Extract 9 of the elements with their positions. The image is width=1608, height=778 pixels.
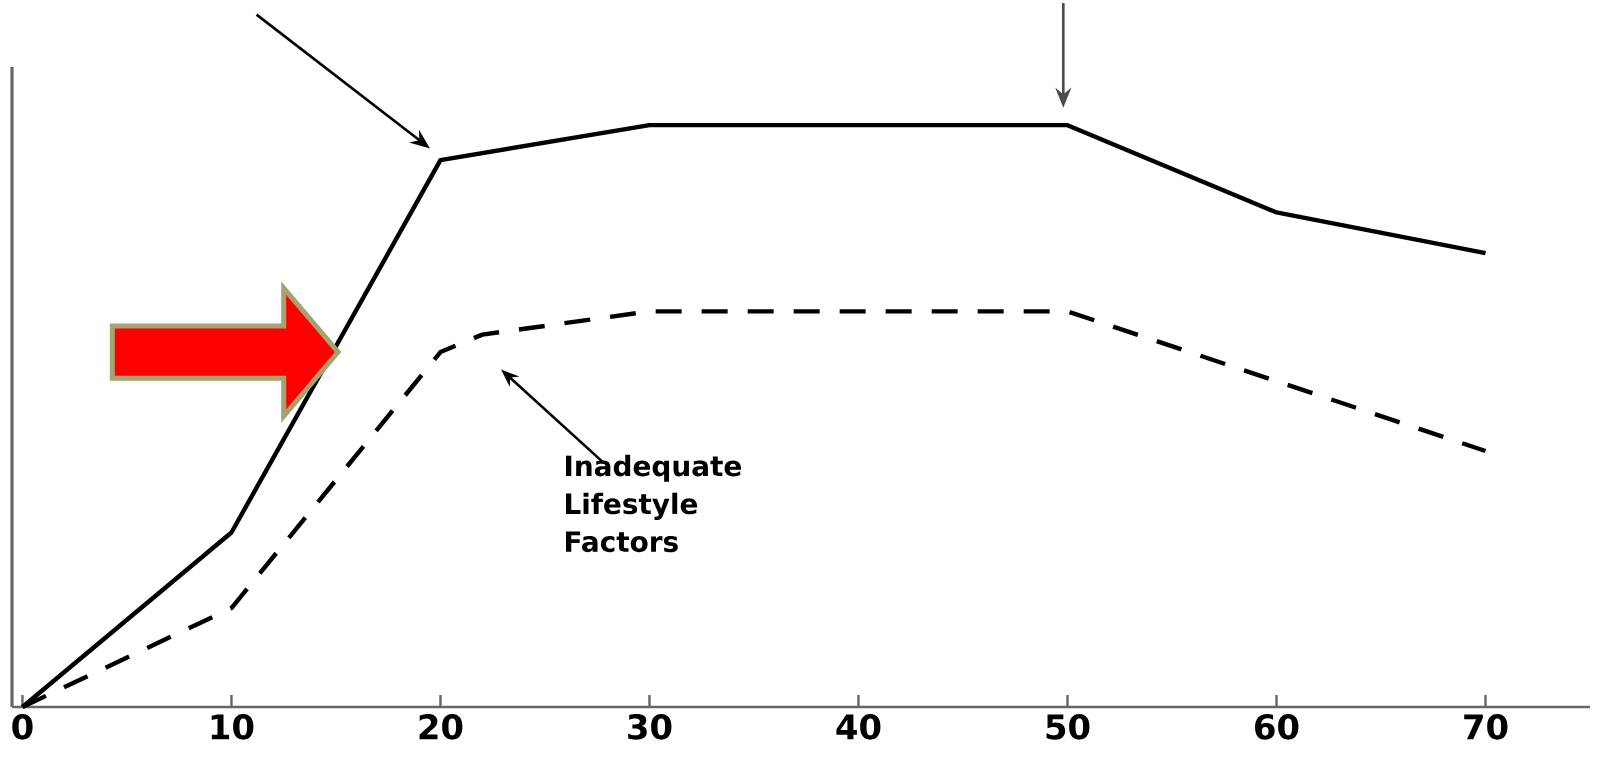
- x-tick-label: 40: [836, 714, 881, 740]
- x-tick-label: 70: [1464, 714, 1508, 740]
- x-tick-label: 0: [12, 714, 33, 740]
- x-tick-label: 20: [419, 714, 463, 740]
- x-tick-label: 10: [211, 714, 254, 740]
- annotation: Inadequate Lifestyle Factors: [566, 454, 741, 553]
- x-tick-label: 50: [1046, 714, 1090, 740]
- x-tick-label: 60: [1255, 714, 1299, 740]
- x-tick-label: 30: [628, 714, 672, 740]
